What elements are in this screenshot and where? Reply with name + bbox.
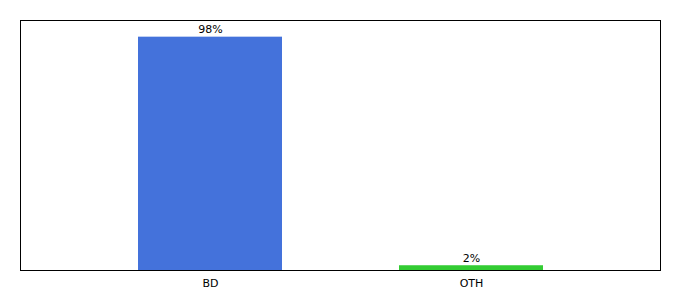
svg-text:BD: BD bbox=[202, 277, 218, 290]
svg-text:OTH: OTH bbox=[460, 277, 484, 290]
svg-text:2%: 2% bbox=[463, 252, 480, 265]
svg-text:98%: 98% bbox=[198, 23, 222, 36]
